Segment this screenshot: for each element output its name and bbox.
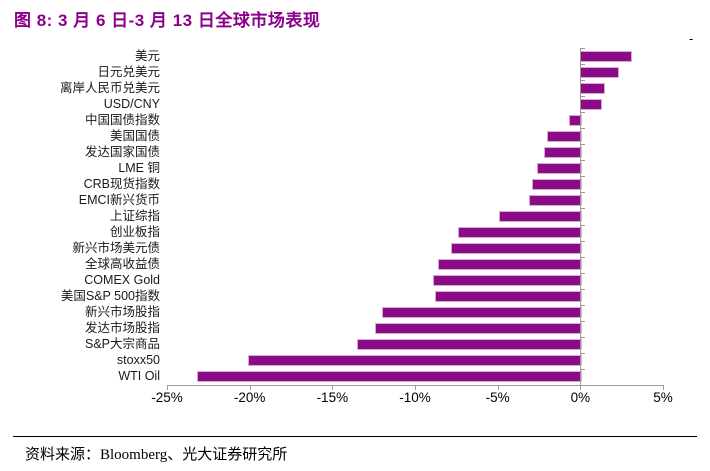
zero-axis-tick (580, 112, 586, 114)
x-tick-label: 5% (653, 390, 673, 405)
x-axis-tick (332, 385, 334, 390)
x-axis-tick (249, 385, 251, 390)
category-label: 发达国家国债 (84, 144, 160, 159)
bar (580, 82, 606, 94)
category-label: CRB现货指数 (83, 176, 160, 191)
bar (438, 259, 583, 271)
stray-dash-mark: - (689, 31, 694, 46)
zero-axis-tick (580, 160, 586, 162)
x-axis-tick (415, 385, 416, 390)
zero-axis-tick (580, 272, 586, 274)
category-label: USD/CNY (103, 96, 160, 111)
bar (499, 211, 583, 222)
bar (433, 275, 583, 287)
bar (580, 66, 619, 78)
category-label: WTI Oil (118, 369, 160, 384)
bar-chart: 美元 日元兑美元 离岸人民币兑美元 USD/CNY 中国国债指数 美国国债 发达国家国债 LM… (59, 48, 673, 405)
x-axis-tick (167, 385, 168, 390)
category-label: 创业板指 (109, 225, 160, 240)
x-tick-label: 0% (570, 390, 591, 405)
zero-axis-tick (580, 64, 586, 66)
category-label: 新兴市场美元债 (72, 241, 160, 256)
zero-axis-tick (580, 304, 586, 306)
zero-axis-tick (580, 256, 586, 258)
bar (537, 162, 583, 174)
zero-axis-tick (580, 224, 586, 226)
category-label: 新兴市场股指 (84, 305, 160, 320)
zero-axis-tick (580, 288, 586, 290)
bar (357, 339, 583, 351)
zero-axis-tick (580, 368, 586, 370)
bar (375, 323, 583, 335)
category-label: 发达市场股指 (84, 321, 160, 336)
bar (529, 194, 583, 206)
x-tick-label: -5% (485, 390, 510, 405)
bar (547, 130, 583, 142)
zero-axis-tick (580, 352, 586, 354)
bar (434, 291, 583, 303)
source-note: 资料来源：Bloomberg、光大证券研究所 (25, 447, 288, 463)
zero-axis-tick (580, 240, 586, 242)
category-label: 全球高收益债 (84, 257, 160, 272)
x-axis-tick (497, 385, 499, 390)
bar (532, 178, 583, 190)
zero-axis-tick (580, 48, 586, 49)
x-tick-label: -25% (151, 390, 183, 405)
x-tick-label: -10% (399, 390, 431, 405)
bar (248, 355, 583, 367)
zero-axis-tick (580, 128, 586, 130)
category-label: 离岸人民币兑美元 (59, 80, 160, 95)
zero-axis-tick (580, 336, 586, 338)
bar (543, 146, 583, 158)
bar (451, 243, 583, 255)
bar (196, 371, 583, 383)
zero-axis-tick (580, 144, 586, 146)
zero-axis-tick (580, 80, 586, 82)
zero-axis-tick (580, 208, 586, 210)
category-label: 美国S&P 500指数 (60, 289, 160, 304)
bar (580, 98, 603, 110)
zero-axis-line (580, 48, 582, 385)
zero-axis-tick (580, 320, 586, 322)
figure-title: 图 8: 3 月 6 日-3 月 13 日全球市场表现 (14, 11, 321, 30)
category-label: 上证综指 (109, 209, 160, 223)
bar (381, 307, 583, 319)
category-label: 日元兑美元 (97, 64, 160, 79)
x-tick-label: -20% (233, 390, 266, 405)
category-label: 中国国债指数 (84, 112, 160, 127)
category-label: 美元 (134, 48, 160, 63)
x-axis-tick (663, 385, 664, 390)
category-label: S&P大宗商品 (84, 337, 160, 352)
bar (580, 50, 632, 62)
x-axis-tick (580, 385, 582, 390)
zero-axis-tick (580, 96, 586, 98)
category-label: EMCI新兴货币 (78, 192, 160, 207)
category-label: COMEX Gold (84, 273, 160, 288)
zero-axis-tick (580, 176, 586, 178)
footer-divider (13, 436, 697, 437)
category-label: 美国国债 (109, 128, 160, 143)
zero-axis-tick (580, 192, 586, 194)
x-tick-label: -15% (316, 390, 349, 405)
category-label: LME 铜 (118, 160, 160, 175)
bar (457, 227, 583, 239)
category-label: stoxx50 (116, 353, 160, 368)
bar (568, 114, 583, 126)
